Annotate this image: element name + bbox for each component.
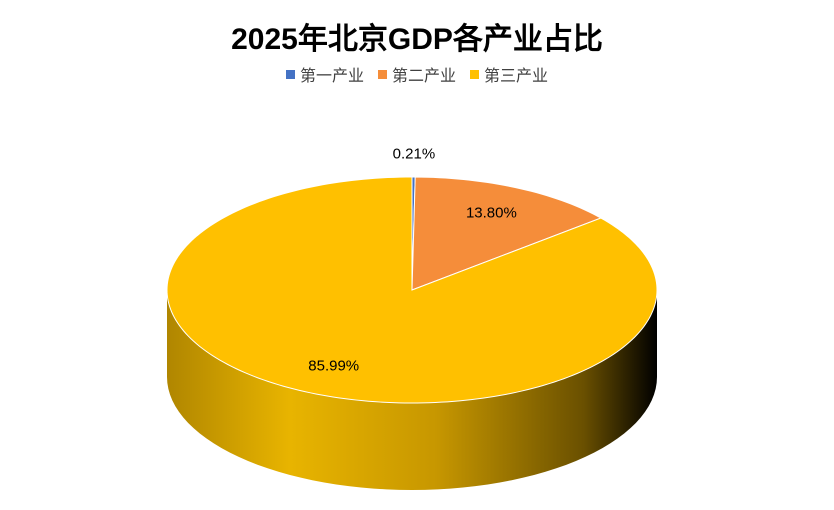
legend-swatch	[470, 69, 479, 79]
legend-swatch	[285, 69, 295, 79]
data-label: 85.99%	[308, 358, 359, 375]
legend-label: 第一产业	[299, 68, 364, 85]
chart-title: 2025年北京GDP各产业占比	[231, 23, 603, 56]
pie-side	[167, 290, 657, 490]
legend-item: 第三产业	[470, 62, 548, 86]
data-label: 0.21%	[393, 145, 436, 162]
legend-label: 第二产业	[391, 68, 456, 85]
legend-item: 第二产业	[377, 62, 456, 86]
legend-label: 第三产业	[484, 68, 549, 85]
legend-item: 第一产业	[285, 62, 364, 86]
data-label: 13.80%	[466, 205, 517, 222]
pie-slice	[166, 176, 658, 404]
pie-slice	[411, 176, 603, 291]
legend-swatch	[377, 69, 387, 79]
legend: 第一产业 第二产业 第三产业	[0, 62, 834, 86]
